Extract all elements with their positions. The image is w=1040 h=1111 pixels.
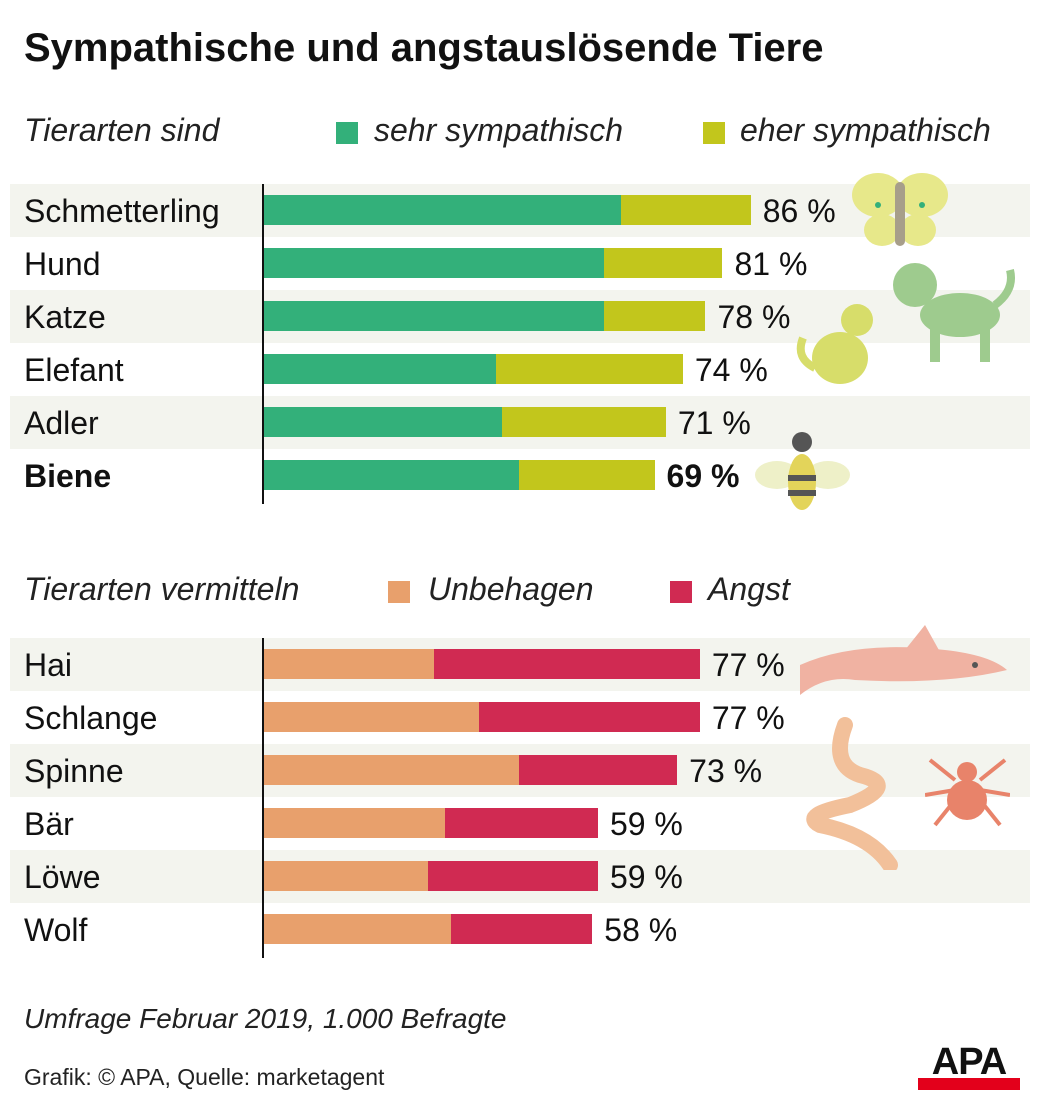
bar-row: Wolf 58 %: [10, 903, 1030, 956]
bar-eher-sympathisch: [518, 460, 655, 490]
category-label: Hund: [24, 246, 101, 282]
bar-angst: [433, 649, 700, 679]
bar-angst: [450, 914, 593, 944]
bar-row: Schlange 77 %: [10, 691, 1030, 744]
total-label: 73 %: [689, 753, 763, 789]
total-label: 78 %: [717, 299, 791, 335]
total-label: 69 %: [666, 458, 740, 494]
total-label: 74 %: [694, 352, 768, 388]
bar-sehr-sympathisch: [264, 354, 497, 384]
axis-line: [262, 638, 264, 958]
legend-title-top: Tierarten sind: [24, 112, 220, 148]
total-label: 77 %: [711, 647, 785, 683]
legend-swatch-angst: [670, 581, 692, 603]
bee-icon: [755, 432, 850, 510]
bar-sehr-sympathisch: [264, 460, 519, 490]
bar-row: Löwe 59 %: [10, 850, 1030, 903]
butterfly-icon: [852, 173, 948, 246]
total-label: 58 %: [604, 912, 678, 948]
legend-label-eher: eher sympathisch: [740, 112, 991, 148]
category-label: Katze: [24, 299, 106, 335]
bar-row: Hund 81 %: [10, 237, 1030, 290]
legend-label-sehr: sehr sympathisch: [374, 112, 623, 148]
bar-sehr-sympathisch: [264, 407, 502, 437]
category-label: Biene: [24, 458, 112, 494]
shark-icon: [800, 625, 1007, 695]
total-label: 81 %: [734, 246, 808, 282]
total-label: 77 %: [711, 700, 785, 736]
total-label: 71 %: [677, 405, 751, 441]
category-label: Löwe: [24, 859, 101, 895]
category-label: Schlange: [24, 700, 158, 736]
total-label: 86 %: [762, 193, 836, 229]
bar-angst: [479, 702, 700, 732]
snake-icon: [806, 717, 898, 870]
bar-row: Adler 71 %: [10, 396, 1030, 449]
total-label: 59 %: [609, 806, 683, 842]
bar-row: Biene 69 %: [10, 449, 1030, 502]
category-label: Spinne: [24, 753, 124, 789]
bar-angst: [445, 808, 598, 838]
category-label: Schmetterling: [24, 193, 220, 229]
bar-eher-sympathisch: [603, 301, 706, 331]
bar-eher-sympathisch: [620, 195, 751, 225]
chart-title: Sympathische und angstauslösende Tiere: [24, 26, 824, 70]
bar-unbehagen: [264, 808, 446, 838]
legend-title-bottom: Tierarten vermitteln: [24, 571, 300, 607]
bar-eher-sympathisch: [501, 407, 666, 437]
bar-row: Bär 59 %: [10, 797, 1030, 850]
bar-sehr-sympathisch: [264, 248, 604, 278]
cat-icon: [796, 304, 873, 384]
dog-icon: [893, 263, 1015, 362]
bar-sehr-sympathisch: [264, 195, 621, 225]
legend-swatch-unbehagen: [388, 581, 410, 603]
bar-angst: [518, 755, 678, 785]
bar-eher-sympathisch: [603, 248, 723, 278]
bar-unbehagen: [264, 649, 434, 679]
axis-line: [262, 184, 264, 504]
bar-row: Elefant 74 %: [10, 343, 1030, 396]
legend-label-unbehagen: Unbehagen: [428, 571, 594, 607]
survey-note: Umfrage Februar 2019, 1.000 Befragte: [24, 1003, 507, 1034]
bar-eher-sympathisch: [496, 354, 683, 384]
legend-swatch-sehr: [336, 122, 358, 144]
bar-unbehagen: [264, 861, 429, 891]
bar-angst: [428, 861, 598, 891]
category-label: Elefant: [24, 352, 124, 388]
source-credit: Grafik: © APA, Quelle: marketagent: [24, 1064, 385, 1090]
category-label: Hai: [24, 647, 73, 683]
legend-swatch-eher: [703, 122, 725, 144]
category-label: Bär: [24, 806, 74, 842]
legend-label-angst: Angst: [708, 571, 790, 607]
bar-unbehagen: [264, 914, 451, 944]
total-label: 59 %: [609, 859, 683, 895]
bar-sehr-sympathisch: [264, 301, 604, 331]
spider-icon: [925, 758, 1010, 827]
category-label: Wolf: [24, 912, 88, 948]
bar-unbehagen: [264, 702, 480, 732]
apa-logo: APA: [918, 1043, 1020, 1092]
bar-unbehagen: [264, 755, 519, 785]
category-label: Adler: [24, 405, 99, 441]
